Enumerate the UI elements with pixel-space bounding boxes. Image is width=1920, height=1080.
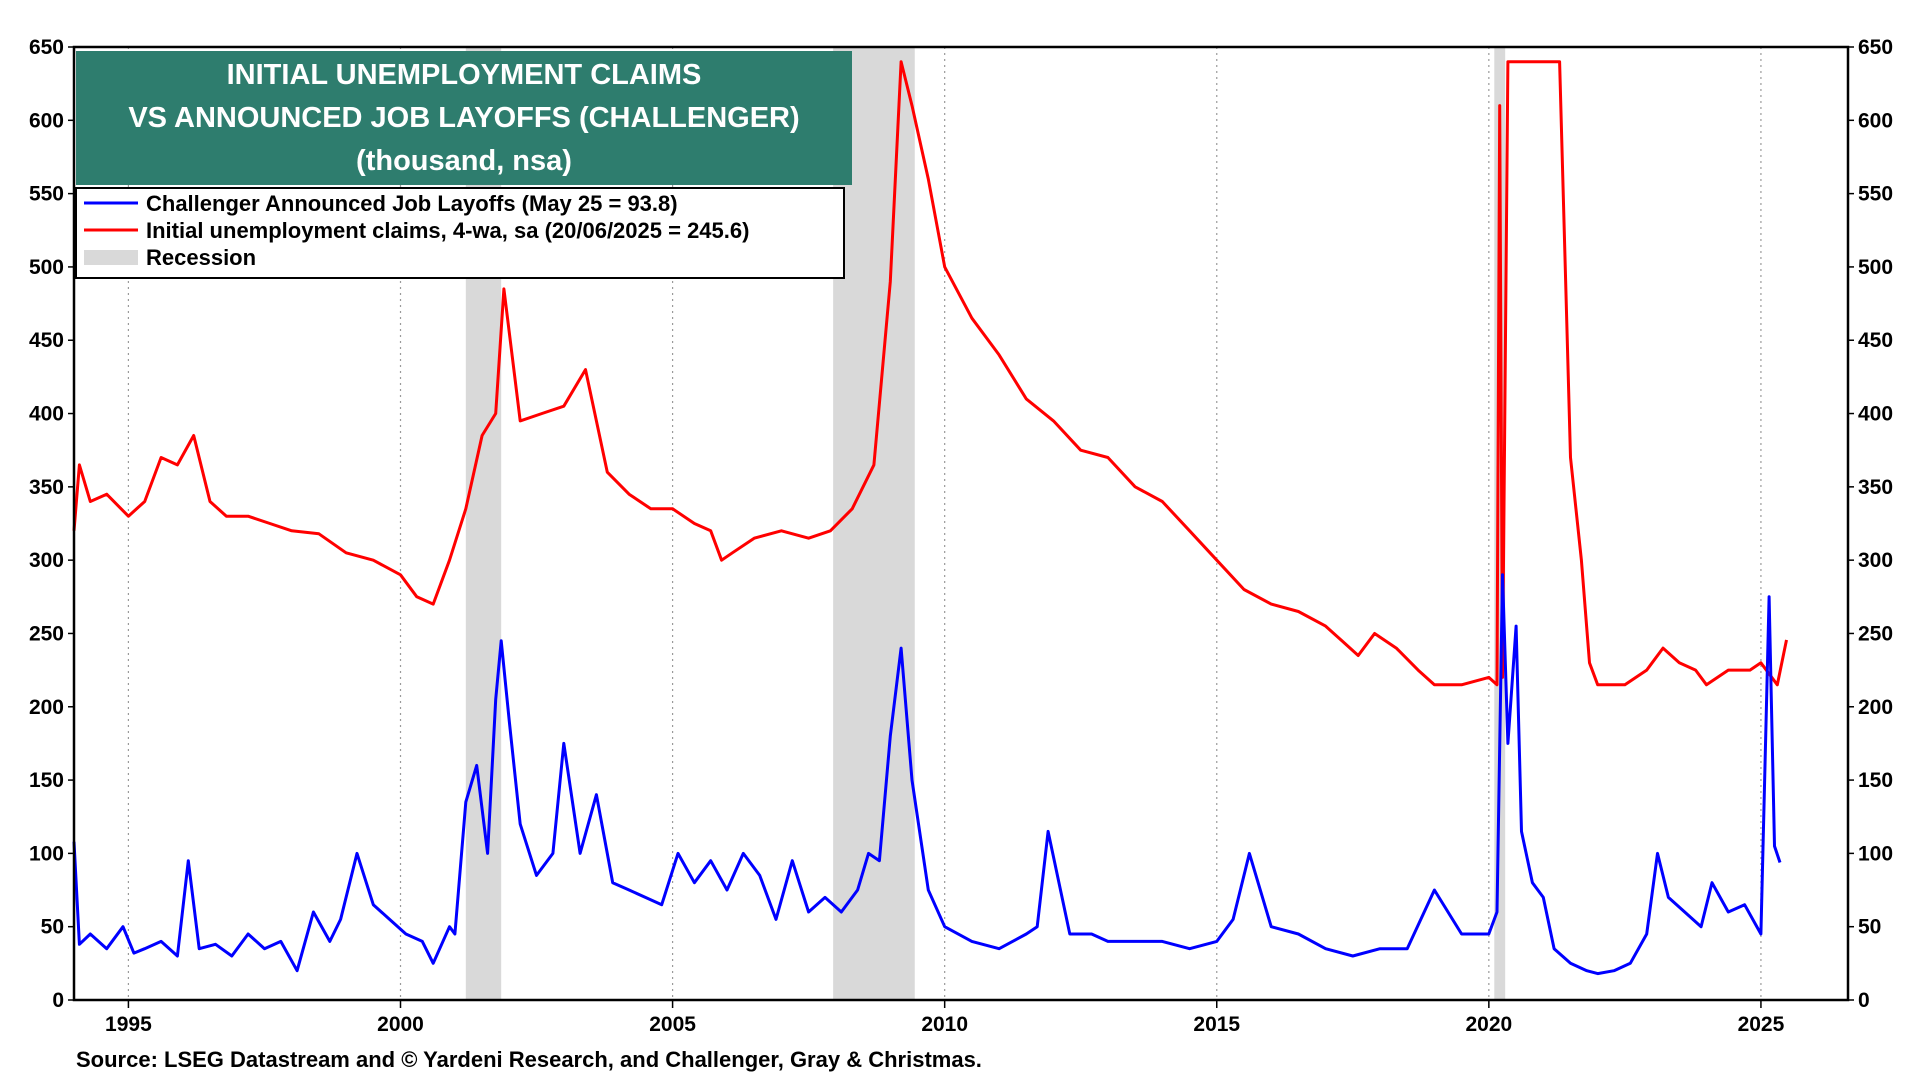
legend-label-layoffs: Challenger Announced Job Layoffs (May 25… bbox=[146, 191, 678, 216]
y-tick-label-right-50: 50 bbox=[1858, 916, 1881, 939]
title-box: INITIAL UNEMPLOYMENT CLAIMS VS ANNOUNCED… bbox=[76, 51, 852, 185]
y-tick-label-left-250: 250 bbox=[29, 622, 64, 645]
y-tick-label-left-100: 100 bbox=[29, 842, 64, 865]
y-tick-label-left-400: 400 bbox=[29, 403, 64, 426]
y-tick-label-right-200: 200 bbox=[1858, 696, 1893, 719]
y-tick-label-left-0: 0 bbox=[52, 989, 64, 1012]
y-tick-label-right-600: 600 bbox=[1858, 109, 1893, 132]
x-tick-label-2000: 2000 bbox=[377, 1013, 424, 1036]
x-tick-label-2005: 2005 bbox=[649, 1013, 696, 1036]
series-line-layoffs bbox=[72, 573, 1782, 976]
y-tick-label-left-650: 650 bbox=[29, 36, 64, 59]
y-tick-label-left-450: 450 bbox=[29, 329, 64, 352]
y-tick-label-right-100: 100 bbox=[1858, 842, 1893, 865]
x-tick-label-2025: 2025 bbox=[1738, 1013, 1785, 1036]
axes: 0 0 50 50 100 100 150 150 200 200 250 250 300 300 350 3… bbox=[29, 36, 1893, 1036]
plot-frame bbox=[72, 45, 1850, 1002]
y-tick-label-right-300: 300 bbox=[1858, 549, 1893, 572]
y-tick-label-left-600: 600 bbox=[29, 109, 64, 132]
x-tick-label-2020: 2020 bbox=[1465, 1013, 1512, 1036]
y-tick-label-left-500: 500 bbox=[29, 256, 64, 279]
source-note: Source: LSEG Datastream and © Yardeni Re… bbox=[76, 1047, 982, 1072]
title-line-3: (thousand, nsa) bbox=[356, 145, 572, 177]
y-tick-label-right-450: 450 bbox=[1858, 329, 1893, 352]
legend-swatch-recession bbox=[84, 250, 138, 265]
y-tick-label-left-200: 200 bbox=[29, 696, 64, 719]
x-tick-label-2015: 2015 bbox=[1193, 1013, 1240, 1036]
legend: Challenger Announced Job Layoffs (May 25… bbox=[75, 187, 845, 279]
title-line-1: INITIAL UNEMPLOYMENT CLAIMS bbox=[227, 59, 702, 91]
y-tick-label-right-400: 400 bbox=[1858, 403, 1893, 426]
y-tick-label-left-150: 150 bbox=[29, 769, 64, 792]
y-tick-label-right-650: 650 bbox=[1858, 36, 1893, 59]
recession-band-2 bbox=[1494, 47, 1506, 1000]
y-tick-label-left-350: 350 bbox=[29, 476, 64, 499]
legend-box bbox=[75, 187, 845, 279]
y-tick-label-right-500: 500 bbox=[1858, 256, 1893, 279]
y-tick-label-right-0: 0 bbox=[1858, 989, 1870, 1012]
y-tick-label-right-550: 550 bbox=[1858, 183, 1893, 206]
title-line-2: VS ANNOUNCED JOB LAYOFFS (CHALLENGER) bbox=[128, 102, 799, 134]
legend-label-recession: Recession bbox=[146, 245, 256, 270]
title-box-bg bbox=[76, 51, 852, 185]
y-tick-label-left-300: 300 bbox=[29, 549, 64, 572]
series-line-claims bbox=[72, 60, 1788, 687]
y-tick-label-left-550: 550 bbox=[29, 183, 64, 206]
series-lines bbox=[72, 60, 1788, 976]
recession-band-1 bbox=[833, 47, 915, 1000]
y-tick-label-right-350: 350 bbox=[1858, 476, 1893, 499]
legend-label-claims: Initial unemployment claims, 4-wa, sa (2… bbox=[146, 218, 749, 243]
x-tick-label-1995: 1995 bbox=[105, 1013, 152, 1036]
y-tick-label-right-250: 250 bbox=[1858, 622, 1893, 645]
y-tick-label-left-50: 50 bbox=[41, 916, 64, 939]
y-tick-label-right-150: 150 bbox=[1858, 769, 1893, 792]
x-tick-label-2010: 2010 bbox=[921, 1013, 968, 1036]
